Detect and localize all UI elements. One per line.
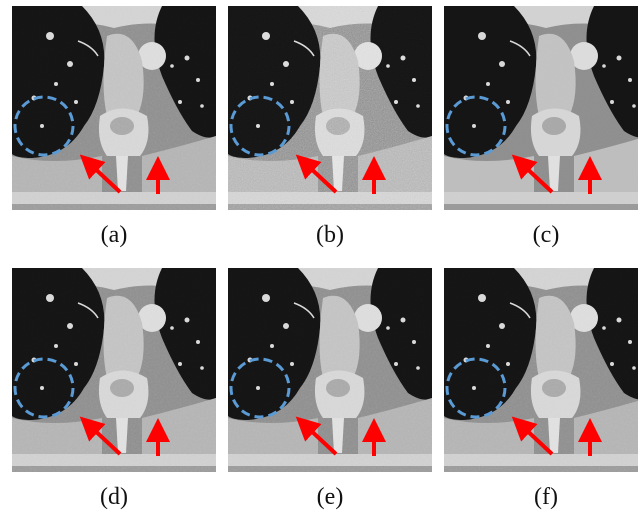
caption-f: (f)	[534, 484, 558, 510]
roi-circle-f	[445, 357, 507, 419]
panel-f	[444, 268, 638, 472]
caption-d: (d)	[100, 484, 128, 510]
roi-circle-d	[13, 357, 75, 419]
caption-c: (c)	[532, 222, 560, 248]
arrow-diagonal-f	[511, 416, 554, 456]
roi-circle-a	[13, 95, 75, 157]
roi-circle-c	[445, 95, 507, 157]
arrow-diagonal-c	[511, 154, 554, 194]
panel-a	[12, 6, 216, 210]
ct-image-a	[12, 6, 216, 210]
ct-image-b	[228, 6, 432, 210]
panel-c	[444, 6, 638, 210]
caption-b: (b)	[316, 222, 344, 248]
caption-e: (e)	[316, 484, 344, 510]
roi-circle-b	[229, 95, 291, 157]
arrow-diagonal-e	[295, 416, 338, 456]
panel-e	[228, 268, 432, 472]
arrow-diagonal-d	[79, 416, 122, 456]
ct-image-c	[444, 6, 638, 210]
ct-image-f	[444, 268, 638, 472]
caption-a: (a)	[100, 222, 128, 248]
roi-circle-e	[229, 357, 291, 419]
arrow-diagonal-b	[295, 154, 338, 194]
ct-image-d	[12, 268, 216, 472]
panel-d	[12, 268, 216, 472]
arrow-diagonal-a	[79, 154, 122, 194]
panel-b	[228, 6, 432, 210]
ct-image-e	[228, 268, 432, 472]
